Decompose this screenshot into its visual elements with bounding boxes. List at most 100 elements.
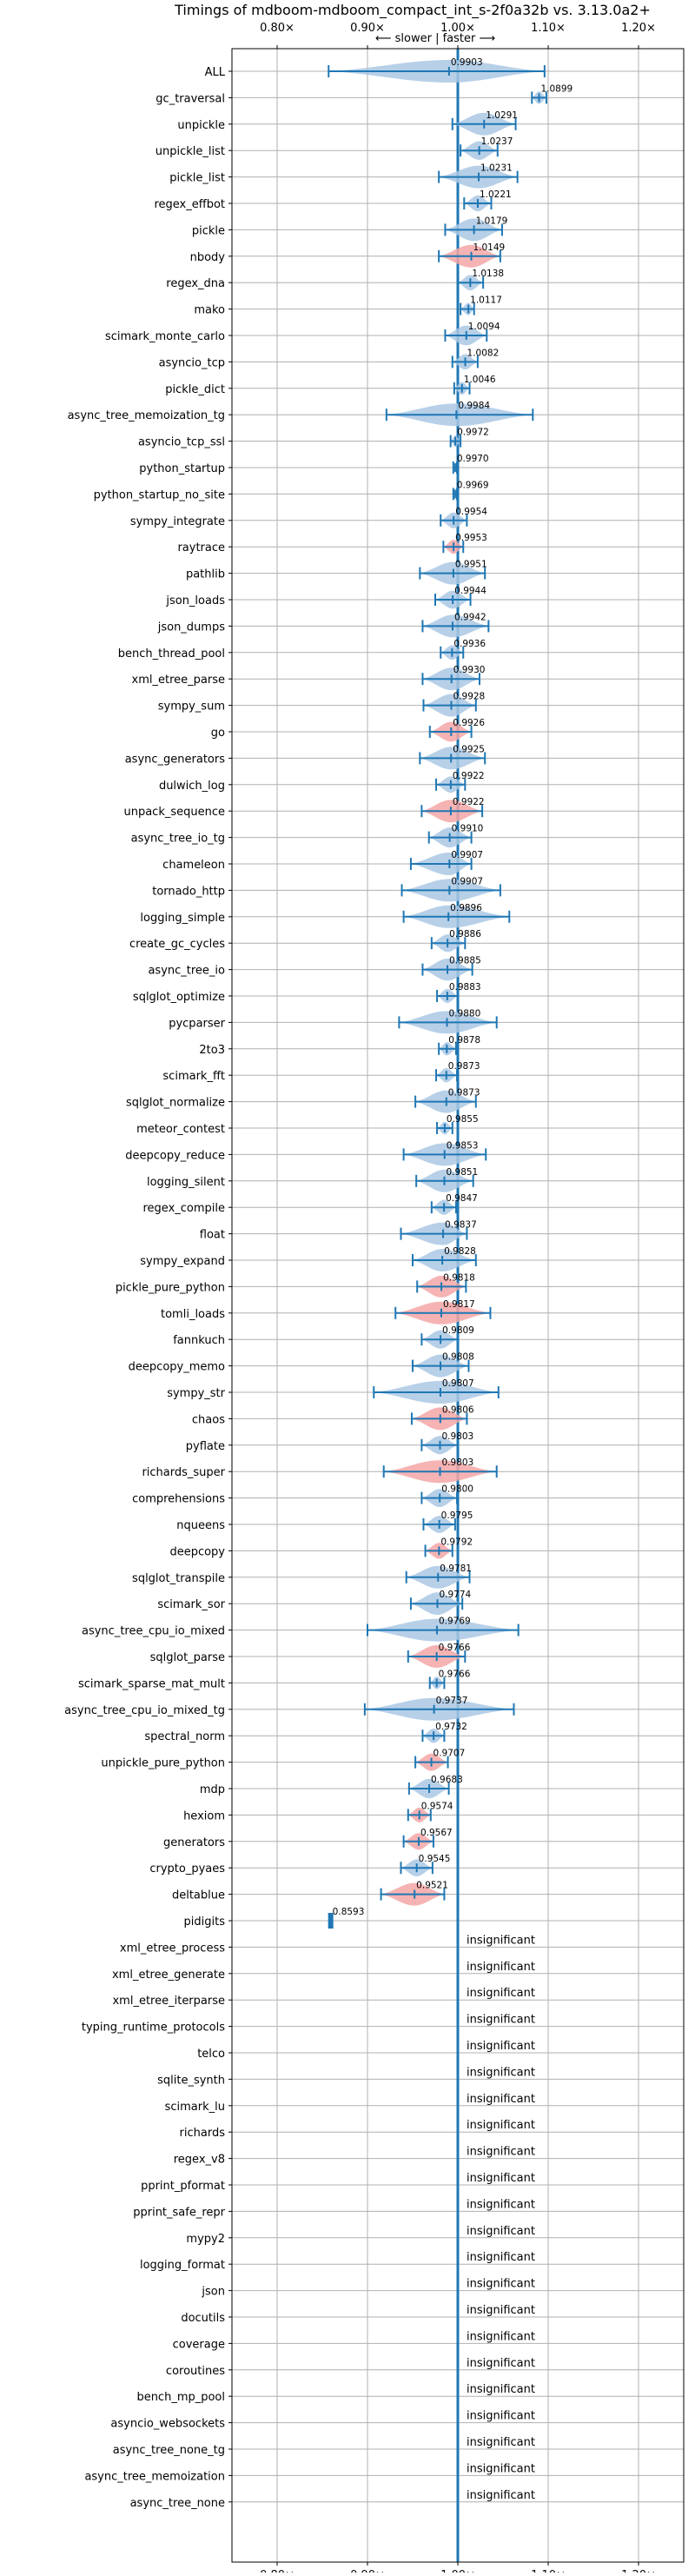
value-label: 0.9567 — [420, 1828, 453, 1838]
benchmark-label: async_tree_cpu_io_mixed — [82, 1625, 225, 1638]
benchmark-mark — [414, 1753, 449, 1771]
benchmark-label: logging_silent — [147, 1176, 225, 1189]
x-tick-label-bottom: 1.20× — [621, 2569, 656, 2573]
benchmark-mark — [442, 540, 465, 554]
benchmark-label: async_tree_cpu_io_mixed_tg — [64, 1704, 225, 1717]
benchmark-label: asyncio_websockets — [110, 2418, 225, 2431]
insignificant-label: insignificant — [467, 2093, 535, 2106]
benchmark-mark — [402, 1143, 487, 1166]
benchmark-label: async_tree_none — [130, 2497, 225, 2510]
value-label: 0.9683 — [431, 1775, 463, 1785]
benchmark-label: regex_compile — [142, 1202, 225, 1215]
benchmark-mark — [438, 244, 501, 268]
benchmark-label: scimark_sor — [157, 1598, 225, 1611]
benchmark-mark — [428, 1676, 446, 1690]
benchmark-label: telco — [197, 2048, 225, 2061]
median-marker — [328, 1913, 334, 1929]
benchmark-mark — [412, 1249, 477, 1271]
benchmark-mark — [421, 1728, 446, 1743]
value-label: 0.9930 — [453, 665, 486, 675]
value-label: 0.9936 — [453, 639, 486, 649]
value-label: 0.9928 — [453, 692, 486, 702]
insignificant-label: insignificant — [467, 2014, 535, 2027]
value-label: 0.9545 — [419, 1854, 451, 1864]
benchmark-mark — [421, 667, 480, 691]
insignificant-label: insignificant — [467, 2304, 535, 2317]
benchmark-mark — [407, 1778, 450, 1799]
benchmark-mark — [444, 325, 488, 346]
value-label: 0.9800 — [441, 1484, 473, 1495]
value-label: 0.9808 — [442, 1352, 474, 1363]
chart-subtitle: ⟵ slower | faster ⟶ — [375, 32, 495, 45]
benchmark-label: async_tree_memoization_tg — [68, 409, 225, 422]
value-label: 0.9521 — [416, 1881, 448, 1891]
label-layer: ALL gc_traversal unpickle unpickle_listpick… — [64, 57, 573, 2510]
benchmark-mark — [453, 382, 471, 395]
value-label: 0.9972 — [457, 428, 489, 438]
benchmark-mark — [531, 91, 547, 104]
benchmark-label: unpickle_list — [156, 145, 225, 158]
benchmark-mark — [422, 694, 477, 717]
benchmark-mark — [421, 614, 490, 638]
benchmark-mark — [420, 1489, 458, 1508]
insignificant-label: insignificant — [467, 2330, 535, 2343]
benchmark-mark — [435, 1068, 458, 1083]
value-label: 0.9969 — [457, 480, 489, 490]
insignificant-label: insignificant — [467, 2383, 535, 2396]
benchmark-label: typing_runtime_protocols — [82, 2022, 225, 2035]
value-label: 1.0179 — [476, 216, 508, 226]
value-label: 1.0237 — [481, 136, 513, 147]
value-label: 0.9855 — [447, 1114, 479, 1125]
benchmark-mark — [421, 958, 473, 981]
value-label: 0.9970 — [457, 454, 489, 464]
value-label: 1.0149 — [473, 242, 505, 253]
x-tick-label-bottom: 0.80× — [260, 2569, 295, 2573]
benchmark-label: richards_super — [142, 1466, 225, 1479]
value-label: 0.9926 — [453, 718, 485, 728]
benchmark-label: sympy_sum — [158, 700, 225, 714]
x-tick-label-bottom: 1.00× — [440, 2569, 475, 2573]
value-label: 1.0231 — [480, 163, 513, 174]
benchmark-mark — [422, 1516, 456, 1533]
chart-title: Timings of mdboom-mdboom_compact_int_s-2… — [174, 2, 651, 19]
benchmark-mark — [385, 403, 534, 427]
insignificant-label: insignificant — [467, 2489, 535, 2502]
benchmark-mark — [405, 1565, 471, 1589]
benchmark-label: float — [200, 1229, 225, 1242]
value-label: 0.9922 — [453, 797, 485, 807]
benchmark-mark — [444, 218, 503, 242]
benchmark-mark — [452, 461, 458, 474]
benchmark-mark — [420, 800, 484, 823]
insignificant-label: insignificant — [467, 2225, 535, 2238]
benchmark-mark — [430, 934, 467, 953]
value-label: 0.9795 — [441, 1510, 473, 1521]
value-label: 0.9925 — [453, 744, 485, 754]
x-tick-label-top: 1.00× — [440, 22, 475, 35]
benchmark-label: scimark_lu — [165, 2101, 225, 2114]
benchmark-label: dulwich_log — [159, 780, 225, 793]
value-label: 0.9837 — [445, 1220, 477, 1231]
value-label: 0.9774 — [439, 1590, 471, 1600]
benchmark-label: docutils — [181, 2312, 225, 2325]
benchmark-label: pickle_list — [169, 172, 225, 185]
benchmark-label: logging_simple — [140, 912, 225, 925]
value-label: 0.8593 — [333, 1907, 365, 1917]
value-label: 1.0046 — [464, 375, 496, 385]
x-tick-label-top: 1.10× — [531, 22, 566, 35]
benchmark-mark — [436, 1121, 453, 1135]
benchmark-mark — [460, 141, 499, 160]
value-label: 0.9944 — [454, 586, 486, 596]
benchmark-mark — [435, 776, 467, 793]
benchmark-label: sympy_str — [167, 1387, 225, 1400]
benchmark-label: async_tree_none_tg — [113, 2444, 225, 2457]
benchmark-label: coverage — [173, 2338, 225, 2351]
benchmark-mark — [457, 275, 485, 291]
insignificant-label: insignificant — [467, 2119, 535, 2132]
value-label: 1.0094 — [468, 322, 500, 332]
value-label: 0.9732 — [435, 1722, 467, 1732]
benchmark-mark — [363, 1697, 515, 1721]
benchmark-mark — [409, 853, 473, 875]
insignificant-label: insignificant — [467, 1987, 535, 2000]
benchmark-label: async_generators — [125, 753, 226, 766]
